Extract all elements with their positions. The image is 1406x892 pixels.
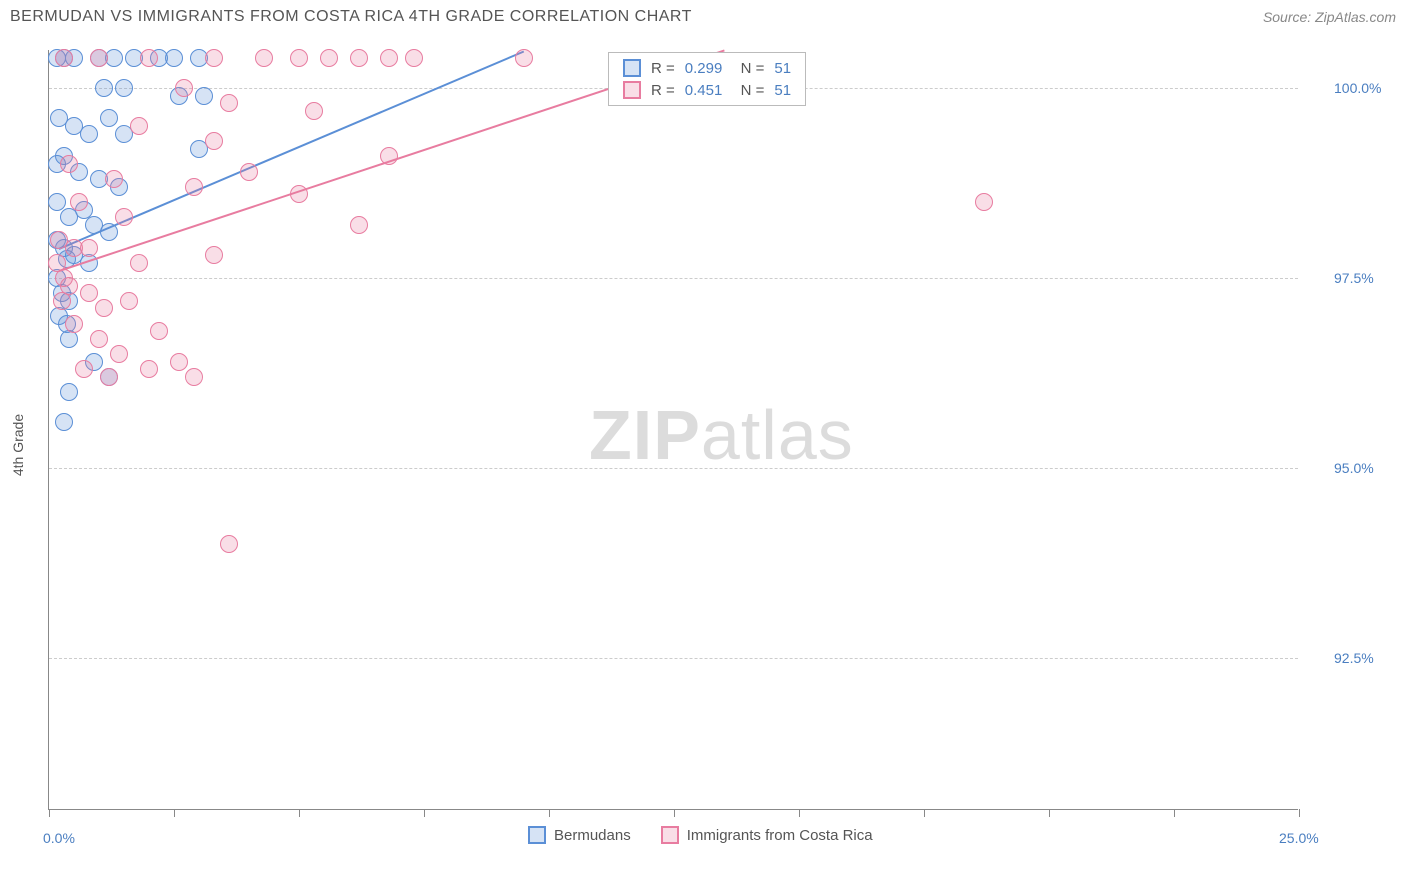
data-point: [100, 368, 118, 386]
data-point: [350, 49, 368, 67]
y-tick-label: 92.5%: [1334, 650, 1374, 666]
data-point: [80, 125, 98, 143]
data-point: [100, 109, 118, 127]
stats-legend-row: R = 0.299 N = 51: [609, 57, 805, 79]
gridline-h: [49, 658, 1298, 659]
data-point: [255, 49, 273, 67]
data-point: [205, 132, 223, 150]
x-tick: [1049, 809, 1050, 817]
data-point: [380, 49, 398, 67]
stat-r-value: 0.451: [685, 82, 723, 99]
stat-n-label: N =: [732, 60, 764, 77]
data-point: [60, 155, 78, 173]
stat-n-value: 51: [774, 60, 791, 77]
series-legend: Bermudans Immigrants from Costa Rica: [528, 826, 873, 844]
stats-legend-row: R = 0.451 N = 51: [609, 79, 805, 101]
watermark-bold: ZIP: [589, 396, 701, 474]
data-point: [175, 79, 193, 97]
data-point: [240, 163, 258, 181]
data-point: [55, 413, 73, 431]
x-tick: [49, 809, 50, 817]
data-point: [975, 193, 993, 211]
y-tick-label: 97.5%: [1334, 270, 1374, 286]
data-point: [290, 49, 308, 67]
chart-container: 4th Grade ZIPatlas 92.5%95.0%97.5%100.0%…: [48, 50, 1388, 840]
data-point: [80, 284, 98, 302]
x-tick: [424, 809, 425, 817]
data-point: [165, 49, 183, 67]
data-point: [140, 360, 158, 378]
data-point: [95, 299, 113, 317]
data-point: [185, 368, 203, 386]
x-tick: [1174, 809, 1175, 817]
gridline-h: [49, 468, 1298, 469]
x-tick: [799, 809, 800, 817]
data-point: [170, 353, 188, 371]
data-point: [130, 117, 148, 135]
watermark-light: atlas: [701, 396, 854, 474]
data-point: [350, 216, 368, 234]
data-point: [48, 193, 66, 211]
data-point: [60, 383, 78, 401]
data-point: [105, 170, 123, 188]
x-tick: [924, 809, 925, 817]
series-name: Bermudans: [554, 827, 631, 844]
source-label: Source: ZipAtlas.com: [1263, 9, 1396, 25]
x-left-label: 0.0%: [43, 830, 75, 846]
watermark: ZIPatlas: [589, 395, 854, 475]
legend-swatch: [623, 59, 641, 77]
stats-legend: R = 0.299 N = 51R = 0.451 N = 51: [608, 52, 806, 106]
x-right-label: 25.0%: [1279, 830, 1319, 846]
data-point: [115, 79, 133, 97]
data-point: [205, 246, 223, 264]
y-tick-label: 95.0%: [1334, 460, 1374, 476]
x-tick: [174, 809, 175, 817]
data-point: [90, 49, 108, 67]
data-point: [220, 535, 238, 553]
stat-n-label: N =: [732, 82, 764, 99]
x-tick: [1299, 809, 1300, 817]
data-point: [150, 322, 168, 340]
data-point: [195, 87, 213, 105]
series-legend-item: Bermudans: [528, 826, 631, 844]
data-point: [70, 193, 88, 211]
data-point: [120, 292, 138, 310]
stat-r-label: R =: [651, 82, 675, 99]
data-point: [65, 315, 83, 333]
legend-swatch: [528, 826, 546, 844]
legend-swatch: [661, 826, 679, 844]
data-point: [305, 102, 323, 120]
gridline-h: [49, 278, 1298, 279]
x-tick: [674, 809, 675, 817]
data-point: [65, 239, 83, 257]
stat-n-value: 51: [774, 82, 791, 99]
plot-area: ZIPatlas 92.5%95.0%97.5%100.0%0.0%25.0%: [48, 50, 1298, 810]
data-point: [110, 345, 128, 363]
stat-r-value: 0.299: [685, 60, 723, 77]
data-point: [115, 208, 133, 226]
x-tick: [299, 809, 300, 817]
data-point: [320, 49, 338, 67]
y-tick-label: 100.0%: [1334, 80, 1381, 96]
data-point: [405, 49, 423, 67]
data-point: [60, 277, 78, 295]
data-point: [55, 49, 73, 67]
stat-r-label: R =: [651, 60, 675, 77]
data-point: [205, 49, 223, 67]
y-axis-label: 4th Grade: [10, 414, 26, 476]
data-point: [95, 79, 113, 97]
series-name: Immigrants from Costa Rica: [687, 827, 873, 844]
data-point: [185, 178, 203, 196]
data-point: [515, 49, 533, 67]
data-point: [130, 254, 148, 272]
chart-title: BERMUDAN VS IMMIGRANTS FROM COSTA RICA 4…: [10, 8, 692, 26]
data-point: [90, 330, 108, 348]
x-tick: [549, 809, 550, 817]
series-legend-item: Immigrants from Costa Rica: [661, 826, 873, 844]
data-point: [220, 94, 238, 112]
legend-swatch: [623, 81, 641, 99]
data-point: [75, 360, 93, 378]
data-point: [140, 49, 158, 67]
